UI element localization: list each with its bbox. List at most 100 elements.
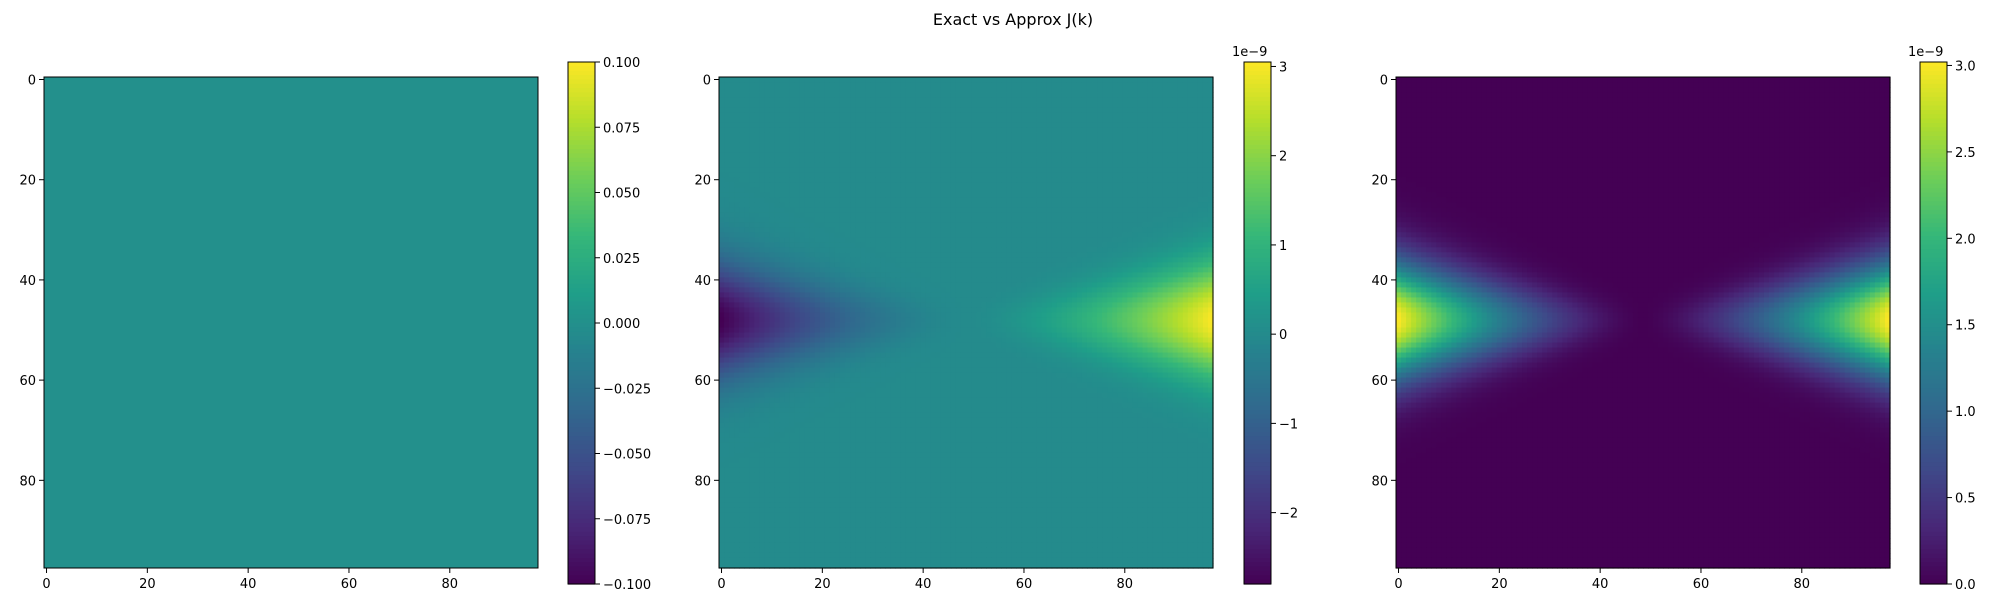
heatmap-cell — [1207, 112, 1214, 118]
heatmap-cell — [1162, 222, 1169, 228]
heatmap-cell — [1011, 77, 1018, 83]
heatmap-cell — [779, 147, 786, 153]
heatmap-cell — [1132, 262, 1138, 268]
colorbar-segment — [568, 523, 595, 529]
heatmap-cell — [1112, 267, 1118, 273]
heatmap-cell — [1137, 102, 1144, 108]
heatmap-cell — [794, 122, 801, 128]
heatmap-cell — [1147, 227, 1154, 233]
heatmap-cell — [1197, 222, 1204, 228]
heatmap-cell — [920, 302, 927, 309]
heatmap-cell — [1016, 82, 1023, 88]
heatmap-cell — [915, 312, 922, 319]
heatmap-cell — [850, 312, 856, 319]
heatmap-cell — [955, 272, 962, 279]
heatmap-cell — [1006, 112, 1012, 118]
heatmap-cell — [779, 137, 786, 143]
heatmap-cell — [764, 317, 771, 324]
heatmap-cell — [824, 267, 831, 273]
heatmap-cell — [986, 182, 992, 188]
heatmap-cell — [920, 107, 927, 113]
heatmap-cell — [1006, 222, 1012, 228]
heatmap-cell — [915, 212, 922, 218]
heatmap-cell — [779, 162, 786, 168]
heatmap-cell — [1127, 202, 1133, 208]
heatmap-cell — [764, 132, 771, 138]
heatmap-cell — [860, 197, 866, 203]
heatmap-cell — [1011, 252, 1018, 258]
heatmap-cell — [1132, 82, 1138, 88]
heatmap-cell — [1112, 227, 1118, 233]
heatmap-cell — [900, 287, 907, 294]
heatmap-cell — [734, 117, 740, 123]
heatmap-cell — [1021, 227, 1028, 233]
colorbar-segment — [568, 305, 595, 311]
heatmap-cell — [1097, 262, 1103, 268]
heatmap-cell — [1016, 162, 1023, 168]
heatmap-cell — [981, 257, 987, 263]
heatmap-cell — [764, 167, 771, 173]
heatmap-cell — [890, 222, 897, 228]
heatmap-cell — [759, 192, 765, 198]
heatmap-cell — [895, 242, 902, 248]
heatmap-cell — [839, 192, 846, 198]
heatmap-cell — [1122, 212, 1128, 218]
heatmap-cell — [870, 312, 876, 319]
heatmap-cell — [1061, 257, 1068, 263]
heatmap-cell — [799, 262, 806, 268]
heatmap-cell — [996, 157, 1002, 163]
heatmap-cell — [850, 217, 856, 223]
heatmap-cell — [1112, 307, 1118, 314]
heatmap-cell — [910, 277, 917, 284]
heatmap-cell — [960, 262, 967, 268]
heatmap-cell — [1172, 292, 1179, 299]
heatmap-cell — [1167, 247, 1174, 253]
heatmap-cell — [1162, 122, 1169, 128]
heatmap-cell — [729, 227, 735, 233]
heatmap-cell — [1137, 262, 1144, 268]
heatmap-cell — [935, 222, 942, 228]
heatmap-cell — [935, 267, 942, 273]
heatmap-cell — [1102, 312, 1108, 319]
colorbar-tick-label: 0.025 — [603, 252, 640, 267]
heatmap-cell — [895, 237, 902, 243]
heatmap-cell — [1167, 177, 1174, 183]
heatmap-cell — [1197, 302, 1204, 309]
heatmap-cell — [925, 117, 932, 123]
heatmap-cell — [1177, 187, 1184, 193]
heatmap-cell — [991, 197, 997, 203]
heatmap-cell — [794, 217, 801, 223]
heatmap-cell — [749, 152, 755, 158]
heatmap-cell — [1081, 242, 1088, 248]
heatmap-cell — [925, 102, 932, 108]
heatmap-cell — [986, 252, 992, 258]
heatmap-cell — [960, 272, 967, 279]
heatmap-cell — [915, 257, 922, 263]
heatmap-cell — [759, 267, 765, 273]
heatmap-cell — [719, 232, 725, 238]
heatmap-cell — [829, 192, 836, 198]
heatmap-cell — [1051, 122, 1058, 128]
heatmap-cell — [799, 182, 806, 188]
heatmap-cell — [1122, 307, 1128, 314]
heatmap-cell — [1021, 312, 1028, 319]
heatmap-cell — [1122, 157, 1128, 163]
heatmap-cell — [779, 177, 786, 183]
heatmap-cell — [1157, 247, 1164, 253]
heatmap-cell — [1036, 247, 1043, 253]
heatmap-cell — [925, 262, 932, 268]
heatmap-cell — [915, 157, 922, 163]
heatmap-cell — [895, 117, 902, 123]
heatmap-cell — [1197, 252, 1204, 258]
heatmap-cell — [769, 127, 776, 133]
heatmap-cell — [1207, 247, 1214, 253]
heatmap-cell — [1107, 87, 1113, 93]
heatmap-cell — [789, 177, 796, 183]
heatmap-cell — [744, 202, 750, 208]
heatmap-cell — [885, 152, 891, 158]
heatmap-cell — [789, 157, 796, 163]
heatmap-cell — [895, 147, 902, 153]
heatmap-cell — [950, 162, 957, 168]
heatmap-cell — [971, 197, 977, 203]
heatmap-cell — [1086, 277, 1093, 284]
